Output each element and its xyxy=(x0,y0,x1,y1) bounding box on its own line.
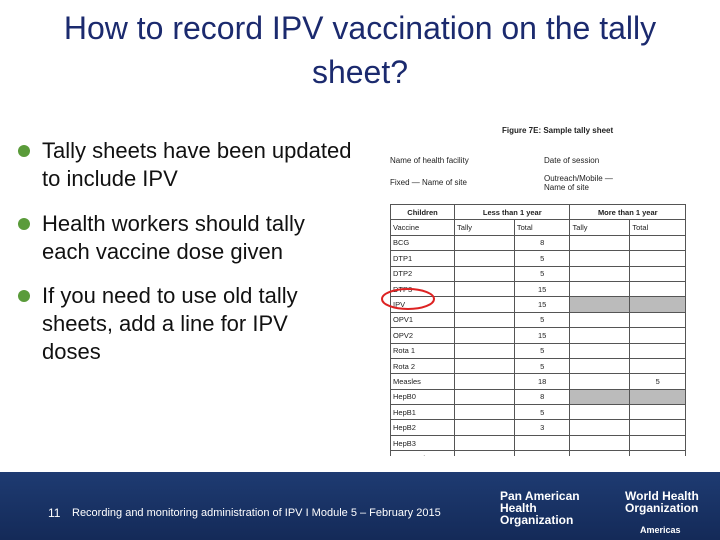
total xyxy=(629,342,686,359)
tally xyxy=(569,296,631,313)
total: 18 xyxy=(513,373,571,390)
tally xyxy=(569,280,631,298)
vaccine: BCG xyxy=(389,234,456,252)
bullet: If you need to use old tally sheets, add… xyxy=(18,282,352,366)
total: 15 xyxy=(513,327,571,344)
page-number: 11 xyxy=(48,506,61,520)
tally xyxy=(569,404,631,421)
vaccine: Protected at xyxy=(389,450,456,456)
bullet-text: Health workers should tally each vaccine… xyxy=(42,211,305,264)
tally xyxy=(454,250,515,267)
row: DTP1 5 xyxy=(389,250,686,267)
tally xyxy=(454,404,515,421)
bullet: Health workers should tally each vaccine… xyxy=(18,210,352,266)
row: IPV 15 xyxy=(389,296,686,313)
field: Fixed — Name of site xyxy=(390,178,467,187)
row: Rota 2 5 xyxy=(389,357,686,375)
vaccine: HepB1 xyxy=(389,404,456,421)
vaccine: DTP1 xyxy=(389,250,456,267)
vaccine: Measles xyxy=(389,373,456,390)
total: 5 xyxy=(629,373,686,390)
tally xyxy=(454,419,515,436)
total xyxy=(629,357,686,375)
row: Measles 18 5 xyxy=(389,373,686,390)
total: 15 xyxy=(513,280,571,298)
tally xyxy=(569,311,631,329)
vaccine: DTP2 xyxy=(389,265,456,282)
logo: Americas xyxy=(640,525,681,535)
vaccine: HepB0 xyxy=(389,388,456,406)
row: OPV2 15 xyxy=(389,327,686,344)
tally xyxy=(454,388,515,406)
title: How to record IPV vaccination on the tal… xyxy=(63,10,657,90)
row: Protected atYesNo xyxy=(389,450,686,456)
tally xyxy=(569,250,631,267)
row: HepB0 8 xyxy=(389,388,686,406)
tally xyxy=(569,388,631,406)
total xyxy=(629,388,686,406)
total: 5 xyxy=(513,357,571,375)
row: OPV1 5 xyxy=(389,311,686,329)
tally-table: Children Less than 1 year More than 1 year… xyxy=(389,203,686,456)
footer: 11 Recording and monitoring administrati… xyxy=(0,472,720,540)
tally xyxy=(454,280,515,298)
bullet-text: If you need to use old tally sheets, add… xyxy=(42,283,298,364)
footer-text: Recording and monitoring administration … xyxy=(72,507,441,519)
field: Outreach/Mobile — Name of site xyxy=(544,174,613,192)
caption: Figure 7E: Sample tally sheet xyxy=(502,126,614,135)
vaccine: HepB3 xyxy=(389,434,456,452)
header-row: Children Less than 1 year More than 1 year xyxy=(389,203,686,221)
total: No xyxy=(629,450,686,456)
vaccine: OPV1 xyxy=(389,311,456,329)
tally xyxy=(569,327,631,344)
total xyxy=(629,419,686,436)
vaccine: OPV2 xyxy=(389,327,456,344)
tally xyxy=(454,311,515,329)
tally xyxy=(454,327,515,344)
tally xyxy=(569,434,631,452)
vaccine: Rota 2 xyxy=(389,357,456,375)
tally xyxy=(454,296,515,313)
tally xyxy=(454,265,515,282)
total xyxy=(629,280,686,298)
total xyxy=(629,265,686,282)
vaccine: HepB2 xyxy=(389,419,456,436)
tally xyxy=(569,357,631,375)
total: 5 xyxy=(513,311,571,329)
total: 15 xyxy=(513,296,571,313)
row: HepB2 3 xyxy=(389,419,686,436)
logo: Pan American Health Organization xyxy=(500,489,580,527)
bullet: Tally sheets have been updated to includ… xyxy=(18,137,352,193)
field: Date of session xyxy=(544,156,600,165)
total xyxy=(629,250,686,267)
vaccine: Rota 1 xyxy=(389,342,456,359)
total xyxy=(629,327,686,344)
tally xyxy=(569,265,631,282)
row: HepB1 5 xyxy=(389,404,686,421)
total xyxy=(629,434,686,452)
tally xyxy=(454,373,515,390)
row: BCG 8 xyxy=(389,234,686,252)
tally xyxy=(569,373,631,390)
total xyxy=(629,311,686,329)
row: DTP2 5 xyxy=(389,265,686,282)
tally-sheet: Figure 7E: Sample tally sheet Name of he… xyxy=(372,122,690,456)
tally xyxy=(454,342,515,359)
total xyxy=(629,296,686,313)
tally xyxy=(454,450,515,456)
tally xyxy=(569,419,631,436)
logo: World Health Organization xyxy=(625,489,699,515)
tally xyxy=(569,450,631,456)
row: HepB3 xyxy=(389,434,686,452)
tally xyxy=(454,357,515,375)
highlight-circle xyxy=(381,288,435,310)
field: Name of health facility xyxy=(390,156,469,165)
bullet-text: Tally sheets have been updated to includ… xyxy=(42,138,352,191)
tally xyxy=(569,342,631,359)
total xyxy=(629,404,686,421)
tally xyxy=(454,434,515,452)
